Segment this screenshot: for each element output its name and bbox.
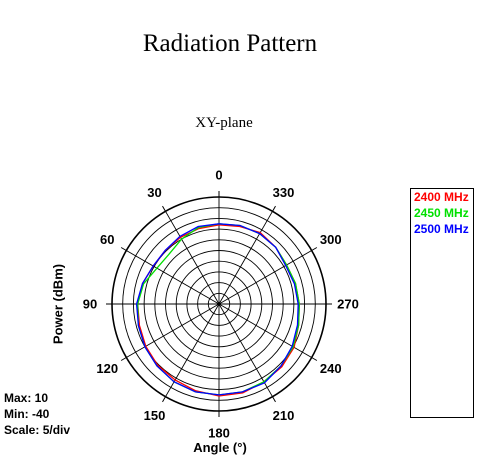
scale-info: Max: 10 Min: -40 Scale: 5/div [4, 390, 70, 438]
grid-spoke [218, 250, 312, 305]
grid-spoke [126, 303, 220, 358]
angle-tick-label: 60 [100, 232, 114, 247]
angle-tick-label: 210 [273, 408, 295, 423]
angle-tick-mark [311, 357, 318, 361]
angle-tick-mark [120, 357, 127, 361]
scale-label: Scale: 5/div [4, 423, 71, 437]
angle-ticks: 0 30 60 90 120 150 180 210 240 270 300 330 [83, 168, 359, 441]
chart-subtitle: XY-plane [195, 115, 253, 131]
polar-grid [111, 196, 327, 412]
grid-spoke [126, 250, 220, 305]
grid-spoke [218, 211, 273, 305]
min-label: Min: -40 [4, 407, 50, 421]
legend-item-2400: 2400 MHz [414, 190, 469, 204]
x-axis-label: Angle (°) [193, 440, 247, 455]
angle-tick-label: 240 [320, 361, 342, 376]
angle-tick-label: 270 [337, 297, 359, 312]
chart-title: Radiation Pattern [142, 30, 318, 57]
angle-tick-label: 30 [147, 185, 161, 200]
series-line-2 [135, 223, 299, 396]
angle-tick-label: 120 [96, 361, 118, 376]
legend-item-2500: 2500 MHz [414, 222, 469, 236]
grid-spoke [218, 303, 312, 358]
angle-tick-mark [162, 205, 166, 212]
angle-tick-mark [311, 247, 318, 251]
grid-spoke [165, 211, 220, 305]
angle-tick-label: 150 [144, 408, 166, 423]
angle-tick-mark [162, 396, 166, 403]
angle-tick-label: 330 [273, 185, 295, 200]
y-axis-label-text: Power (dBm) [50, 263, 66, 345]
max-label: Max: 10 [4, 391, 49, 405]
grid-spoke [165, 303, 220, 397]
series-layer [135, 223, 300, 397]
angle-tick-label: 180 [208, 426, 230, 441]
angle-tick-label: 300 [320, 232, 342, 247]
angle-tick-label: 90 [83, 297, 97, 312]
angle-tick-mark [272, 396, 276, 403]
angle-tick-mark [272, 205, 276, 212]
angle-tick-label: 0 [215, 168, 222, 183]
legend: 2400 MHz 2450 MHz 2500 MHz [410, 188, 474, 418]
legend-item-2450: 2450 MHz [414, 206, 469, 220]
angle-tick-mark [120, 247, 127, 251]
